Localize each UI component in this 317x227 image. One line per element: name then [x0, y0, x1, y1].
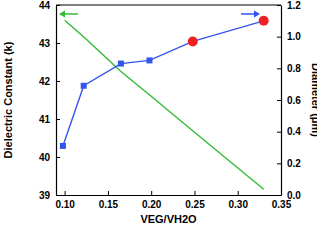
marker — [60, 143, 66, 149]
axis-arrow — [59, 11, 78, 18]
tick-label: 0.25 — [185, 199, 205, 210]
tick-label: 0.15 — [99, 199, 119, 210]
tick-label: 1.0 — [287, 31, 301, 42]
tick: 41 — [39, 114, 60, 125]
tick-label: 0.2 — [287, 158, 301, 169]
y2-axis-title: Diameter (μm) — [310, 63, 317, 137]
tick: 1.2 — [277, 0, 301, 11]
tick-mark — [238, 191, 239, 195]
tick-mark — [151, 191, 152, 195]
tick: 0.10 — [55, 191, 75, 210]
tick-label: 44 — [39, 0, 51, 11]
arrow-head — [254, 11, 260, 18]
tick: 39 — [39, 190, 60, 201]
tick-label: 0.30 — [228, 199, 248, 210]
tick-mark — [108, 191, 109, 195]
tick-label: 43 — [39, 38, 51, 49]
y-axis: 39 40 41 42 43 44 — [39, 0, 60, 201]
plot: 0.100.150.200.250.300.353940414243440.00… — [39, 0, 301, 210]
tick: 0.20 — [142, 191, 162, 210]
chart: 0.100.150.200.250.300.353940414243440.00… — [0, 0, 317, 227]
tick: 44 — [39, 0, 60, 11]
tick-label: 1.2 — [287, 0, 301, 11]
axis-arrow — [241, 11, 260, 18]
tick-mark — [56, 43, 60, 44]
tick: 0.0 — [277, 190, 301, 201]
marker — [259, 16, 269, 26]
tick-mark — [56, 119, 60, 120]
arrow-head — [59, 11, 65, 18]
tick: 40 — [39, 152, 60, 163]
y2-axis: 0.0 0.2 0.4 0.6 0.8 1.0 1.2 — [277, 0, 301, 201]
x-axis-line — [57, 195, 282, 196]
marker — [81, 83, 87, 89]
y-axis-title: Dielectric Constant (k) — [2, 41, 14, 158]
tick: 0.30 — [228, 191, 248, 210]
tick-mark — [194, 191, 195, 195]
tick: 0.4 — [277, 126, 301, 137]
tick-mark — [56, 195, 60, 196]
tick: 0.25 — [185, 191, 205, 210]
tick-mark — [277, 100, 281, 101]
series-line — [63, 21, 264, 146]
tick-label: 0.35 — [272, 199, 292, 210]
tick: 0.8 — [277, 63, 301, 74]
tick: 42 — [39, 76, 60, 87]
x-axis: 0.10 0.15 0.20 0.25 0.30 0.35 — [55, 191, 291, 210]
tick-mark — [65, 191, 66, 195]
tick: 43 — [39, 38, 60, 49]
tick-label: 0.8 — [287, 63, 301, 74]
marker — [146, 57, 152, 63]
tick-label: 42 — [39, 76, 51, 87]
x-axis-title: VEG/VH2O — [140, 213, 197, 225]
tick-label: 0.20 — [142, 199, 162, 210]
tick-mark — [277, 195, 281, 196]
tick-label: 0.6 — [287, 95, 301, 106]
tick: 0.15 — [99, 191, 119, 210]
tick-label: 0.10 — [55, 199, 75, 210]
marker — [188, 36, 198, 46]
tick-label: 0.4 — [287, 126, 301, 137]
tick-mark — [56, 81, 60, 82]
tick-mark — [56, 157, 60, 158]
tick-label: 39 — [39, 190, 51, 201]
series-line — [65, 20, 264, 189]
data-area — [60, 16, 269, 189]
tick-mark — [277, 5, 281, 6]
frame — [56, 4, 281, 5]
tick-mark — [277, 132, 281, 133]
marker — [118, 61, 124, 67]
y2-axis-line — [281, 6, 282, 196]
tick: 0.6 — [277, 95, 301, 106]
tick-mark — [277, 37, 281, 38]
tick: 1.0 — [277, 31, 301, 42]
tick-label: 41 — [39, 114, 51, 125]
tick-mark — [277, 68, 281, 69]
tick-label: 40 — [39, 152, 51, 163]
y-axis-line — [56, 6, 57, 196]
tick-mark — [56, 5, 60, 6]
tick-mark — [277, 163, 281, 164]
tick: 0.2 — [277, 158, 301, 169]
tick-label: 0.0 — [287, 190, 301, 201]
